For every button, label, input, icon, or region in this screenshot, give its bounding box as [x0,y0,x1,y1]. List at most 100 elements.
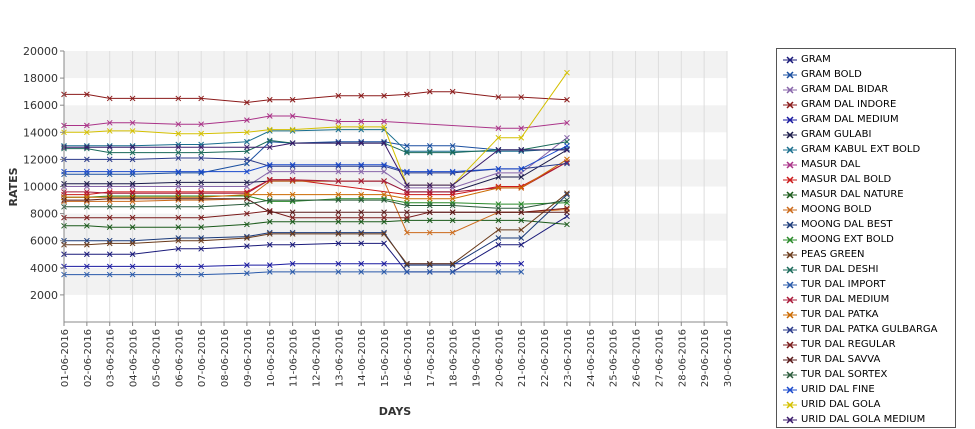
data-point [84,237,90,244]
data-point [244,221,250,228]
data-point [289,176,296,183]
series-line [61,159,570,197]
data-point [495,166,502,172]
data-point [495,269,502,275]
data-point [84,241,90,248]
data-point [244,183,250,190]
data-point [129,128,136,134]
data-point [84,203,90,210]
data-point [175,203,182,210]
x-tick-label: 26-06-2016 [632,329,643,387]
data-point [426,229,433,236]
legend-item: GRAM KABUL EXT BOLD [777,143,955,158]
legend-item: TUR DAL SORTEX [777,368,955,383]
data-point [518,147,525,153]
y-tick-label: 4000 [30,262,58,275]
legend-marker-icon [783,236,797,244]
data-point [129,168,136,175]
data-point [495,125,502,132]
x-tick-label: 01-06-2016 [60,329,71,387]
x-tick-label: 10-06-2016 [266,329,277,387]
data-point [84,180,90,187]
data-point [244,195,250,202]
data-point [266,168,273,175]
legend-item: GRAM [777,53,955,68]
legend-label: TUR DAL REGULAR [801,339,896,350]
data-point [404,189,410,195]
data-point [175,168,182,175]
data-point [106,214,113,221]
series-path [64,157,568,174]
x-tick-label: 30-06-2016 [723,329,734,387]
series-path [64,91,568,104]
data-point [381,118,387,125]
x-tick-label: 06-06-2016 [174,329,185,387]
data-point [84,144,90,151]
legend-label: MOONG EXT BOLD [801,234,894,245]
data-point [335,140,342,146]
y-tick-label: 8000 [30,208,58,221]
series-path [64,129,568,152]
data-point [335,240,342,247]
legend-label: GRAM DAL INDORE [801,99,897,110]
chart-legend: GRAM GRAM BOLD GRAM DAL BIDAR GRAM DAL INDO… [776,48,956,428]
data-point [129,95,136,102]
legend-item: GRAM GULABI [777,128,955,143]
data-point [106,168,113,175]
data-point [335,124,342,130]
x-tick-label: 27-06-2016 [654,329,665,387]
legend-item: PEAS GREEN [777,248,955,263]
data-point [244,235,250,241]
series-path [64,215,568,273]
x-tick-label: 02-06-2016 [83,329,94,387]
data-point [175,245,182,252]
x-tick-label: 24-06-2016 [586,329,597,387]
data-point [129,156,136,163]
data-point [449,189,456,195]
data-point [449,195,456,202]
data-point [495,134,502,141]
data-point [518,94,525,100]
legend-marker-icon [783,116,797,124]
data-point [335,214,342,221]
data-point [266,137,273,144]
data-point [244,148,250,155]
legend-marker-icon [783,266,797,274]
data-point [449,182,456,188]
data-point [564,147,570,153]
data-point [426,202,433,209]
data-point [404,142,410,149]
data-point [335,269,342,275]
series-line [61,142,570,175]
legend-marker-icon [783,206,797,214]
data-point [266,126,273,133]
x-tick-label: 12-06-2016 [311,329,322,387]
data-point [106,149,113,156]
data-point [289,96,296,103]
data-point [106,240,113,247]
data-point [564,156,570,163]
data-point [129,149,136,156]
legend-label: MASUR DAL NATURE [801,189,904,200]
x-tick-label: 29-06-2016 [700,329,711,387]
y-tick-label: 20000 [23,45,58,58]
x-tick-label: 13-06-2016 [334,329,345,387]
data-point [289,231,296,237]
legend-label: PEAS GREEN [801,249,865,260]
legend-marker-icon [783,146,797,154]
data-point [106,128,113,134]
data-point [564,160,570,167]
legend-marker-icon [783,371,797,379]
series-path [64,161,568,194]
data-point [518,170,525,176]
legend-label: TUR DAL MEDIUM [801,294,890,305]
x-axis-label: DAYS [379,405,412,418]
data-point [358,178,365,184]
data-point [175,183,182,190]
data-point [358,118,365,125]
data-point [381,168,387,175]
x-tick-label: 23-06-2016 [563,329,574,387]
x-tick-label: 09-06-2016 [243,329,254,387]
data-point [381,269,387,275]
data-point [129,144,136,151]
